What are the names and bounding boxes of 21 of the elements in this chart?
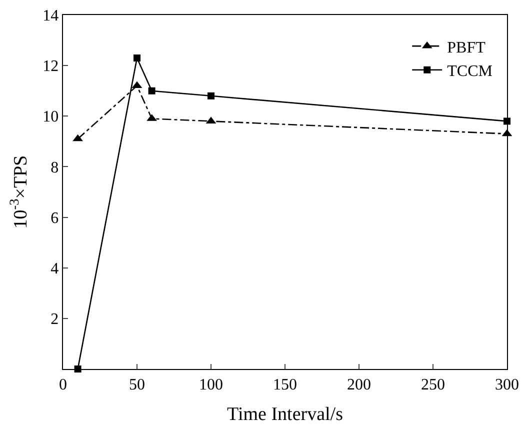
x-tick-label: 250	[421, 376, 445, 394]
y-tick-label: 6	[50, 210, 59, 227]
x-tick-label: 150	[273, 376, 297, 394]
point	[134, 54, 140, 62]
legend-label: PBFT	[447, 39, 486, 56]
y-tick-label: 10	[42, 108, 59, 126]
x-tick-label: 300	[495, 376, 519, 394]
y-tick-label: 14	[42, 8, 59, 25]
x-axis-title: Time Interval/s	[227, 404, 343, 426]
point	[208, 92, 214, 100]
x-tick-label: 50	[129, 376, 145, 394]
y-tick-label: 4	[50, 260, 59, 278]
point	[148, 87, 156, 94]
point	[72, 134, 83, 142]
x-tick-label: 200	[347, 376, 371, 394]
legend-label: TCCM	[447, 63, 492, 80]
y-tick-label: 12	[42, 58, 59, 76]
y-tick-label: 8	[50, 159, 59, 176]
x-tick-label: 0	[59, 376, 67, 394]
x-tick-label: 100	[199, 376, 223, 394]
y-tick-label: 2	[50, 311, 59, 328]
